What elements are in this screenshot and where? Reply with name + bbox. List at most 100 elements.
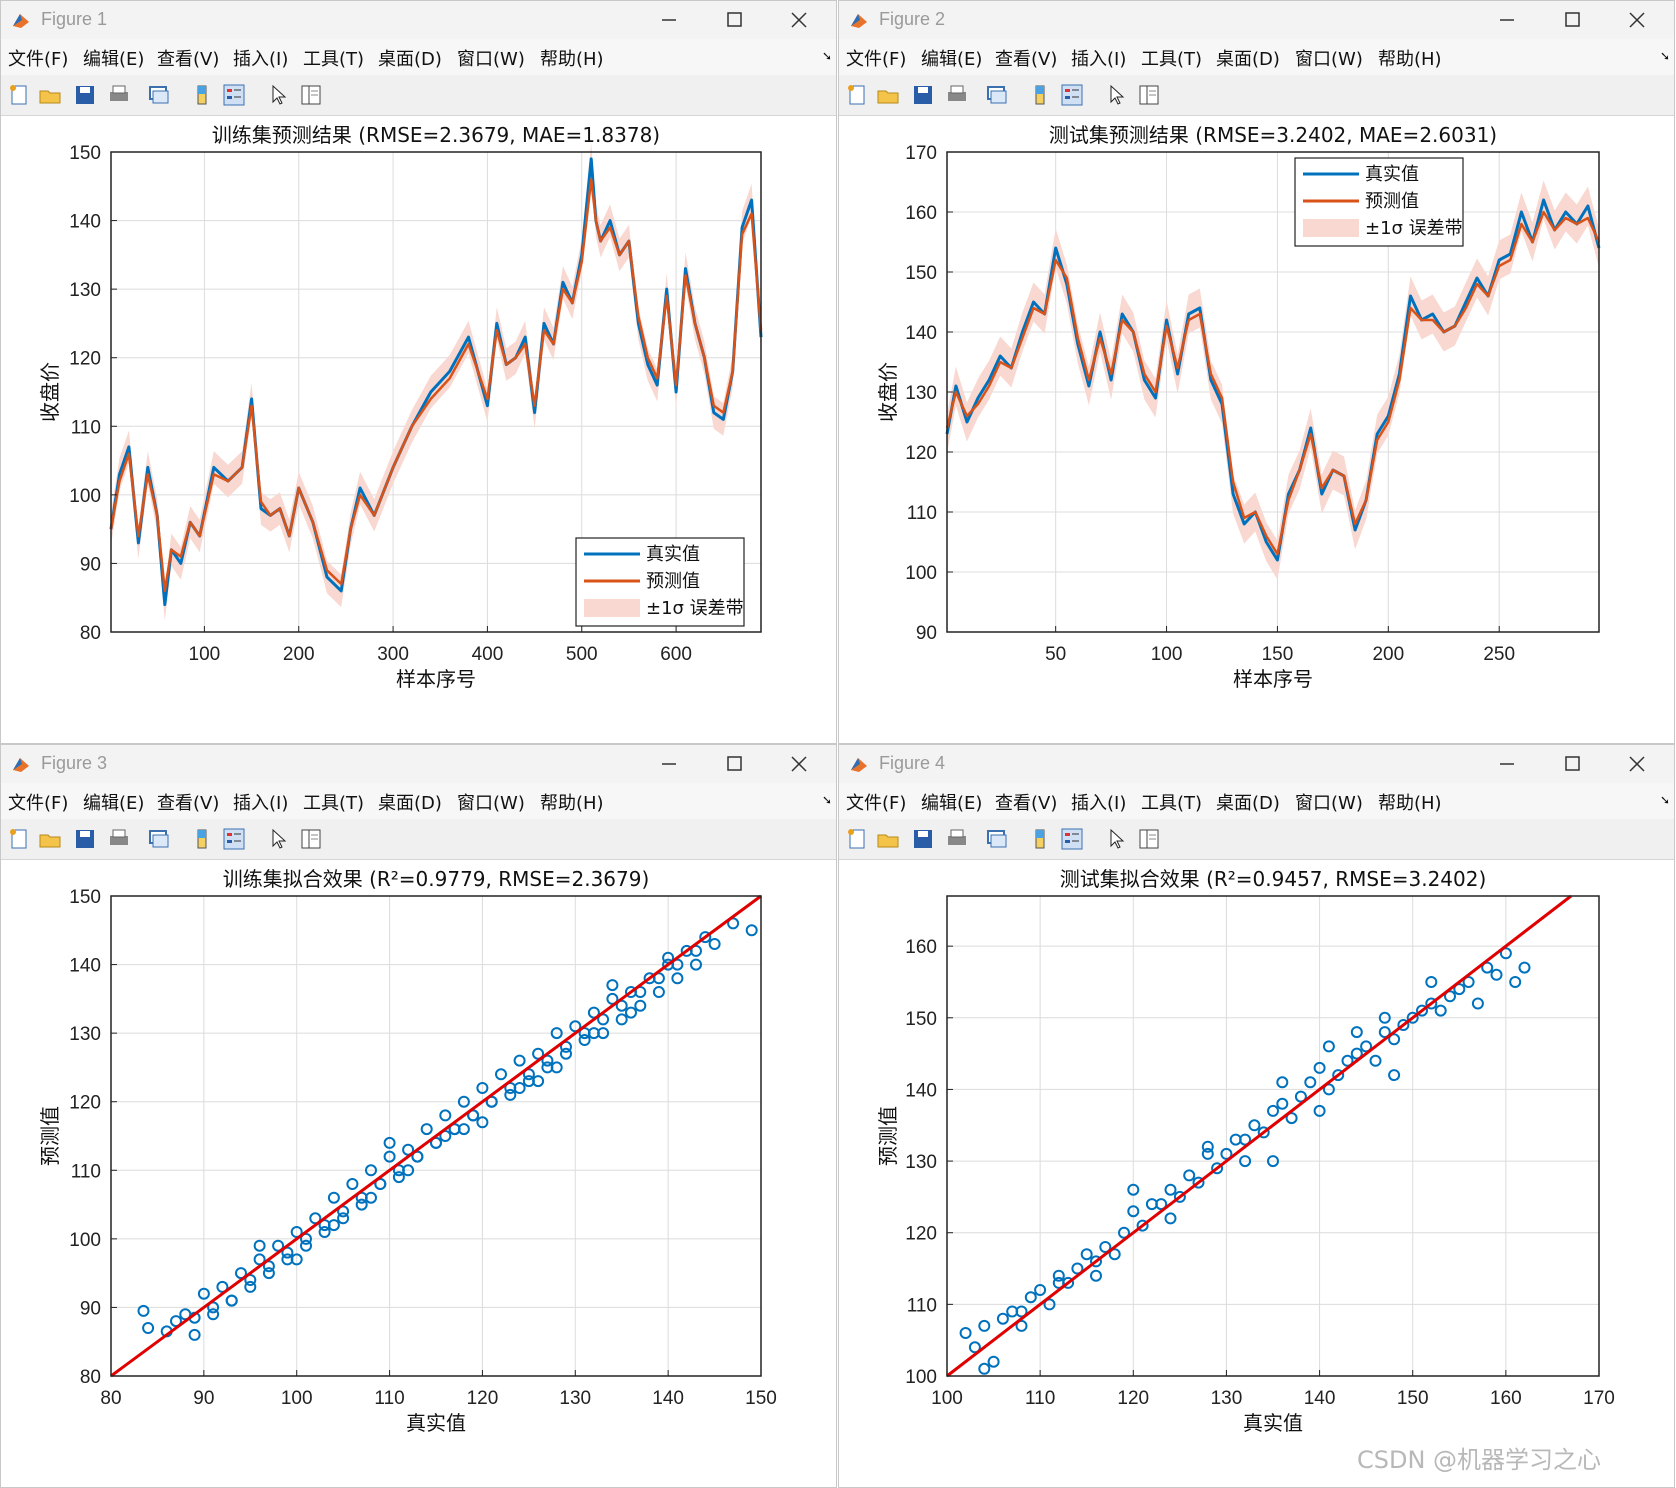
pointer-icon[interactable] <box>1105 827 1129 851</box>
train-fit-scatter-chart[interactable]: 80 90 100 110 120 130 140 150 80 90 100 110 120 130 14… <box>1 860 837 1488</box>
print-icon[interactable] <box>107 827 131 851</box>
y-tick-label: 170 <box>905 143 937 164</box>
menu-overflow-icon[interactable]: ➘ <box>1659 793 1670 807</box>
legend-icon[interactable] <box>222 827 246 851</box>
colorbar-icon[interactable] <box>190 827 214 851</box>
menu-window[interactable]: 窗口(W) <box>457 49 525 70</box>
open-file-icon[interactable] <box>876 83 900 107</box>
menu-desktop[interactable]: 桌面(D) <box>1216 793 1280 814</box>
scatter-point <box>337 1212 350 1225</box>
menu-edit[interactable]: 编辑(E) <box>83 49 145 70</box>
new-figure-icon[interactable] <box>845 827 869 851</box>
menu-view[interactable]: 查看(V) <box>157 793 220 814</box>
menu-file[interactable]: 文件(F) <box>8 49 69 70</box>
save-icon[interactable] <box>911 827 935 851</box>
maximize-icon[interactable] <box>1555 5 1589 35</box>
legend-icon[interactable] <box>1060 827 1084 851</box>
menu-help[interactable]: 帮助(H) <box>1378 793 1442 814</box>
title-bar[interactable]: Figure 4 <box>839 745 1674 783</box>
menu-tools[interactable]: 工具(T) <box>1141 49 1203 70</box>
title-bar[interactable]: Figure 1 <box>1 1 836 39</box>
scatter-point <box>1015 1319 1028 1332</box>
menu-file[interactable]: 文件(F) <box>8 793 69 814</box>
menu-window[interactable]: 窗口(W) <box>1295 793 1363 814</box>
menu-desktop[interactable]: 桌面(D) <box>378 793 442 814</box>
property-editor-icon[interactable] <box>299 827 323 851</box>
menu-overflow-icon[interactable]: ➘ <box>821 793 832 807</box>
maximize-icon[interactable] <box>717 749 751 779</box>
minimize-icon[interactable] <box>652 749 686 779</box>
link-plot-icon[interactable] <box>147 827 171 851</box>
property-editor-icon[interactable] <box>299 83 323 107</box>
title-bar[interactable]: Figure 2 <box>839 1 1674 39</box>
scatter-point <box>652 986 665 998</box>
menu-insert[interactable]: 插入(I) <box>233 793 289 814</box>
menu-insert[interactable]: 插入(I) <box>1071 49 1127 70</box>
property-editor-icon[interactable] <box>1137 83 1161 107</box>
colorbar-icon[interactable] <box>1028 827 1052 851</box>
print-icon[interactable] <box>945 83 969 107</box>
menu-tools[interactable]: 工具(T) <box>1141 793 1203 814</box>
menu-desktop[interactable]: 桌面(D) <box>1216 49 1280 70</box>
maximize-icon[interactable] <box>1555 749 1589 779</box>
minimize-icon[interactable] <box>652 5 686 35</box>
link-plot-icon[interactable] <box>985 827 1009 851</box>
menu-help[interactable]: 帮助(H) <box>1378 49 1442 70</box>
minimize-icon[interactable] <box>1490 749 1524 779</box>
maximize-icon[interactable] <box>717 5 751 35</box>
menu-file[interactable]: 文件(F) <box>846 49 907 70</box>
property-editor-icon[interactable] <box>1137 827 1161 851</box>
title-bar[interactable]: Figure 3 <box>1 745 836 783</box>
open-file-icon[interactable] <box>38 83 62 107</box>
save-icon[interactable] <box>911 83 935 107</box>
menu-overflow-icon[interactable]: ➘ <box>821 49 832 63</box>
print-icon[interactable] <box>945 827 969 851</box>
menu-insert[interactable]: 插入(I) <box>1071 793 1127 814</box>
menu-edit[interactable]: 编辑(E) <box>921 793 983 814</box>
pointer-icon[interactable] <box>267 83 291 107</box>
scatter-point <box>578 1034 591 1046</box>
close-icon[interactable] <box>782 5 816 35</box>
menu-view[interactable]: 查看(V) <box>995 793 1058 814</box>
legend-icon[interactable] <box>222 83 246 107</box>
close-icon[interactable] <box>782 749 816 779</box>
link-plot-icon[interactable] <box>985 83 1009 107</box>
new-figure-icon[interactable] <box>7 827 31 851</box>
y-tick-label: 100 <box>69 486 101 507</box>
print-icon[interactable] <box>107 83 131 107</box>
new-figure-icon[interactable] <box>845 83 869 107</box>
menu-window[interactable]: 窗口(W) <box>457 793 525 814</box>
colorbar-icon[interactable] <box>190 83 214 107</box>
menu-help[interactable]: 帮助(H) <box>540 49 604 70</box>
menu-view[interactable]: 查看(V) <box>995 49 1058 70</box>
test-fit-scatter-chart[interactable]: 100 110 120 130 140 150 160 170 100 110 120 130 140 1… <box>839 860 1675 1488</box>
menu-tools[interactable]: 工具(T) <box>303 49 365 70</box>
close-icon[interactable] <box>1620 749 1654 779</box>
menu-tools[interactable]: 工具(T) <box>303 793 365 814</box>
menu-help[interactable]: 帮助(H) <box>540 793 604 814</box>
open-file-icon[interactable] <box>38 827 62 851</box>
save-icon[interactable] <box>73 827 97 851</box>
new-figure-icon[interactable] <box>7 83 31 107</box>
colorbar-icon[interactable] <box>1028 83 1052 107</box>
pointer-icon[interactable] <box>1105 83 1129 107</box>
close-icon[interactable] <box>1620 5 1654 35</box>
menu-insert[interactable]: 插入(I) <box>233 49 289 70</box>
pointer-icon[interactable] <box>267 827 291 851</box>
minimize-icon[interactable] <box>1490 5 1524 35</box>
menu-overflow-icon[interactable]: ➘ <box>1659 49 1670 63</box>
menu-desktop[interactable]: 桌面(D) <box>378 49 442 70</box>
link-plot-icon[interactable] <box>147 83 171 107</box>
scatter-point <box>1164 1183 1177 1196</box>
menu-window[interactable]: 窗口(W) <box>1295 49 1363 70</box>
menu-file[interactable]: 文件(F) <box>846 793 907 814</box>
save-icon[interactable] <box>73 83 97 107</box>
scatter-point <box>1388 1069 1401 1082</box>
legend-icon[interactable] <box>1060 83 1084 107</box>
menu-edit[interactable]: 编辑(E) <box>83 793 145 814</box>
menu-edit[interactable]: 编辑(E) <box>921 49 983 70</box>
open-file-icon[interactable] <box>876 827 900 851</box>
menu-view[interactable]: 查看(V) <box>157 49 220 70</box>
